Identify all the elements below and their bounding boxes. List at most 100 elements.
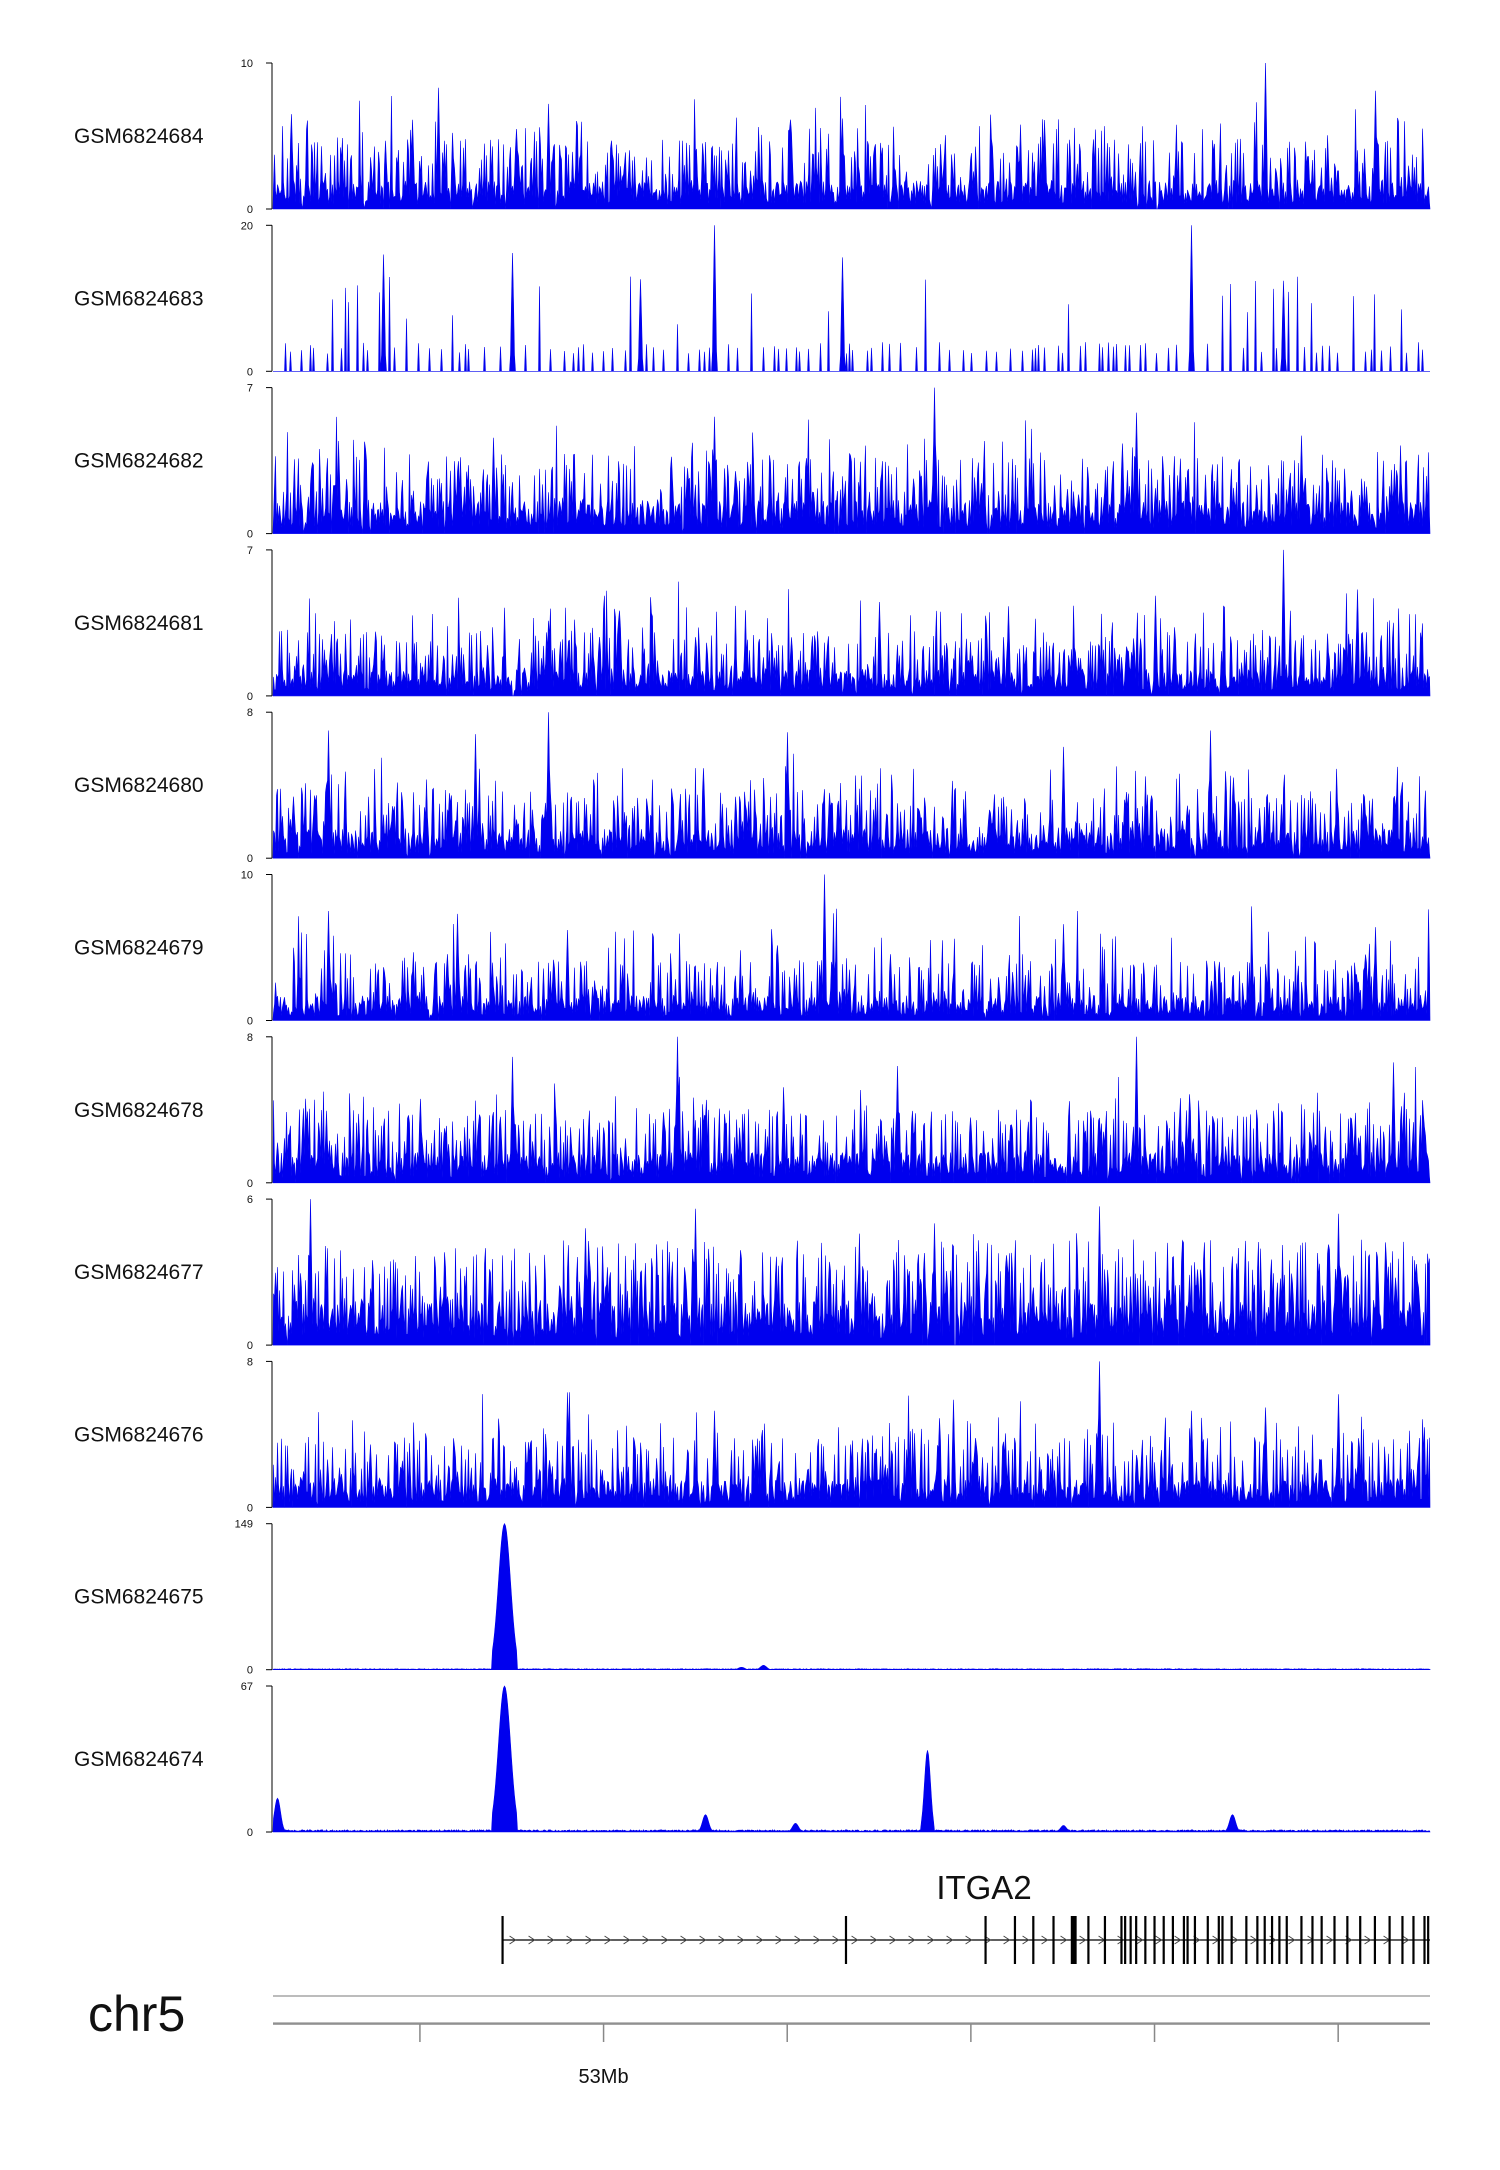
gene-strand-arrow <box>680 1935 688 1945</box>
gene-strand-arrow <box>832 1935 840 1945</box>
gene-exon <box>1320 1916 1323 1964</box>
gene-strand-arrow <box>737 1935 745 1945</box>
gene-exon <box>1270 1916 1274 1964</box>
gene-strand-arrow <box>1003 1935 1011 1945</box>
gene-exon <box>1144 1916 1147 1964</box>
gene-exon <box>1278 1916 1281 1964</box>
track-signal-area <box>272 1523 1431 1670</box>
gene-strand-arrow <box>1174 1935 1182 1945</box>
gene-strand-arrow <box>775 1935 783 1945</box>
track-label: GSM6824675 <box>74 1586 204 1609</box>
track-ymax-label: 7 <box>247 383 253 395</box>
gene-exon <box>1013 1916 1017 1964</box>
gene-strand-arrow <box>1022 1935 1030 1945</box>
gene-strand-arrow <box>851 1935 859 1945</box>
track-ymax-label: 6 <box>247 1194 253 1206</box>
gene-strand-arrow <box>1136 1935 1144 1945</box>
track-signal-area <box>272 549 1431 697</box>
gene-strand-arrow <box>1155 1935 1163 1945</box>
signal-tracks: GSM6824684100GSM6824683200GSM682468270GS… <box>74 58 1431 1839</box>
track-signal-area <box>272 387 1431 534</box>
gene-strand-arrow <box>604 1935 612 1945</box>
gene-strand-arrow <box>718 1935 726 1945</box>
gene-exon <box>1423 1916 1426 1964</box>
track-ymin-label: 0 <box>247 691 253 703</box>
track-label: GSM6824681 <box>74 612 204 635</box>
gene-exon <box>1032 1916 1035 1964</box>
track-GSM6824681: GSM6824681 7 0 <box>74 545 1431 703</box>
track-label: GSM6824677 <box>74 1261 204 1284</box>
gene-exon <box>1245 1916 1248 1964</box>
gene-exon <box>1412 1916 1415 1964</box>
gene-exon <box>1373 1916 1377 1964</box>
gene-strand-arrow <box>566 1935 574 1945</box>
track-GSM6824683: GSM6824683 20 0 <box>74 220 1430 378</box>
gene-strand-arrow <box>794 1935 802 1945</box>
track-signal-area <box>272 712 1431 859</box>
gene-exon <box>1103 1916 1107 1964</box>
gene-exon <box>1129 1916 1132 1964</box>
gene-exon <box>1221 1916 1224 1964</box>
gene-exon <box>1120 1916 1123 1964</box>
gene-exon <box>1124 1916 1127 1964</box>
gene-exon <box>844 1916 848 1964</box>
track-signal-area <box>272 874 1431 1021</box>
track-label: GSM6824684 <box>74 125 204 148</box>
gene-strand-arrow <box>1060 1935 1068 1945</box>
track-GSM6824684: GSM6824684 10 0 <box>74 58 1431 216</box>
chromosome-axis: chr5 53Mb <box>88 1986 1430 2088</box>
gene-strand-arrow <box>528 1935 536 1945</box>
gene-exon <box>1171 1916 1174 1964</box>
gene-strand-arrow <box>889 1935 897 1945</box>
track-ymax-label: 10 <box>241 58 253 70</box>
gene-strand-arrow <box>1288 1935 1296 1945</box>
track-label: GSM6824679 <box>74 937 204 960</box>
gene-exon <box>1333 1916 1336 1964</box>
gene-exon <box>1300 1916 1303 1964</box>
track-GSM6824680: GSM6824680 8 0 <box>74 707 1431 865</box>
gene-exon <box>1217 1916 1220 1964</box>
gene-strand-arrow <box>585 1935 593 1945</box>
track-ymin-label: 0 <box>247 366 253 378</box>
track-label: GSM6824676 <box>74 1423 204 1446</box>
track-ymax-label: 7 <box>247 545 253 557</box>
track-signal-area <box>272 1685 1431 1833</box>
track-GSM6824674: GSM6824674 67 0 <box>74 1681 1431 1839</box>
gene-strand-arrow <box>1326 1935 1334 1945</box>
gene-exon <box>1206 1916 1209 1964</box>
track-ymax-label: 149 <box>235 1519 253 1531</box>
gene-strand-arrow <box>1231 1935 1239 1945</box>
gene-exon <box>1153 1916 1156 1964</box>
x-axis-tick-label: 53Mb <box>579 2066 629 2088</box>
gene-exon <box>1162 1916 1165 1964</box>
track-ymin-label: 0 <box>247 1827 253 1839</box>
gene-strand-arrow <box>1079 1935 1087 1945</box>
gene-strand-arrow <box>1117 1935 1125 1945</box>
gene-exon <box>984 1916 987 1964</box>
track-ymax-label: 10 <box>241 870 253 882</box>
track-ymax-label: 8 <box>247 707 253 719</box>
track-ymax-label: 67 <box>241 1681 253 1693</box>
gene-exon <box>1182 1916 1186 1964</box>
track-ymin-label: 0 <box>247 1665 253 1677</box>
gene-exon <box>1427 1916 1430 1964</box>
track-ymax-label: 8 <box>247 1356 253 1368</box>
track-GSM6824679: GSM6824679 10 0 <box>74 870 1431 1028</box>
gene-strand-arrow <box>1364 1935 1372 1945</box>
track-ymin-label: 0 <box>247 1340 253 1352</box>
gene-exon <box>1135 1916 1138 1964</box>
gene-exon <box>501 1916 504 1964</box>
gene-strand-arrow <box>965 1935 973 1945</box>
gene-exon <box>1388 1916 1391 1964</box>
track-GSM6824675: GSM6824675 149 0 <box>74 1519 1431 1677</box>
track-label: GSM6824674 <box>74 1748 204 1771</box>
gene-strand-arrow <box>642 1935 650 1945</box>
gene-exon <box>1359 1916 1362 1964</box>
track-ymax-label: 20 <box>241 220 253 232</box>
track-ymax-label: 8 <box>247 1032 253 1044</box>
track-signal-area <box>272 1361 1431 1508</box>
gene-exon <box>1230 1916 1233 1964</box>
gene-strand-arrow <box>946 1935 954 1945</box>
gene-strand-arrow <box>547 1935 555 1945</box>
